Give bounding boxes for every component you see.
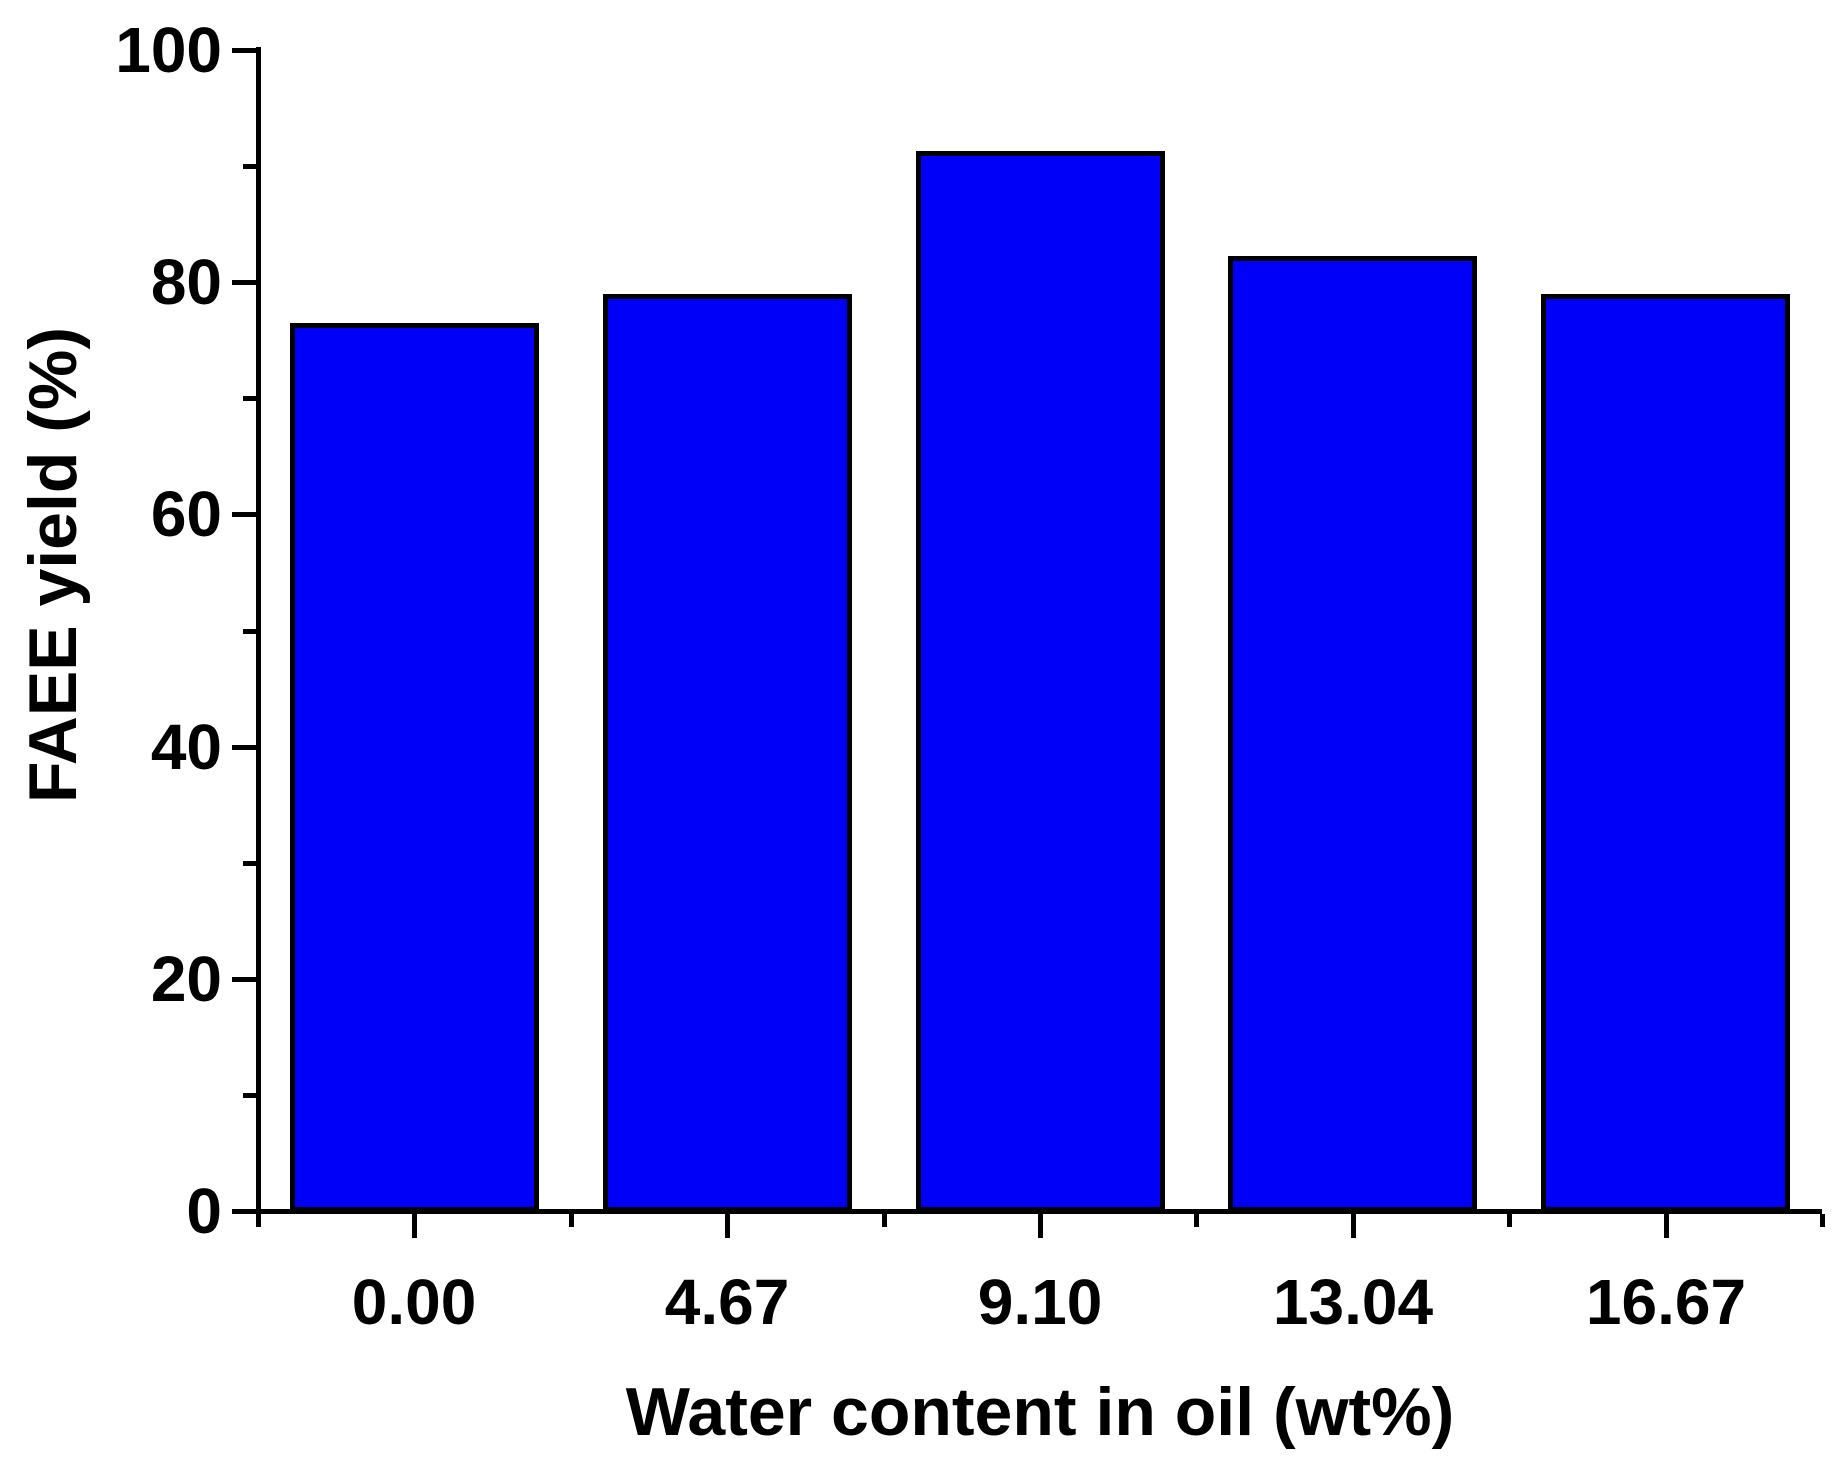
x-axis-line — [256, 1209, 1822, 1214]
x-minor-tick-3 — [1194, 1214, 1199, 1227]
y-major-tick-40 — [232, 745, 256, 750]
x-tick-label-9.10: 9.10 — [977, 1266, 1103, 1338]
x-major-tick-13.04 — [1351, 1214, 1356, 1238]
y-major-tick-60 — [232, 512, 256, 517]
x-tick-label-16.67: 16.67 — [1585, 1266, 1747, 1338]
y-major-tick-100 — [232, 48, 256, 53]
y-minor-tick-90 — [243, 164, 256, 169]
x-major-tick-9.10 — [1038, 1214, 1043, 1238]
y-tick-label-60: 60 — [150, 478, 222, 550]
y-tick-label-20: 20 — [150, 943, 222, 1015]
bar-13.04 — [1228, 256, 1477, 1212]
y-major-tick-0 — [232, 1209, 256, 1214]
bar-9.10 — [916, 151, 1165, 1212]
x-tick-label-0.00: 0.00 — [351, 1266, 477, 1338]
bar-4.67 — [603, 294, 852, 1212]
bar-0.00 — [290, 323, 539, 1212]
y-axis-line — [256, 47, 261, 1227]
x-major-tick-16.67 — [1664, 1214, 1669, 1238]
y-tick-label-100: 100 — [115, 14, 222, 86]
x-tick-label-4.67: 4.67 — [664, 1266, 790, 1338]
bar-16.67 — [1541, 294, 1790, 1212]
y-minor-tick-30 — [243, 861, 256, 866]
y-tick-label-0: 0 — [186, 1175, 222, 1247]
y-tick-label-40: 40 — [150, 711, 222, 783]
y-minor-tick-50 — [243, 629, 256, 634]
x-minor-tick-1 — [569, 1214, 574, 1227]
x-major-tick-0.00 — [412, 1214, 417, 1238]
x-axis-title: Water content in oil (wt%) — [625, 1374, 1455, 1450]
y-major-tick-20 — [232, 977, 256, 982]
x-minor-tick-0 — [256, 1214, 261, 1227]
x-minor-tick-2 — [882, 1214, 887, 1227]
x-major-tick-4.67 — [725, 1214, 730, 1238]
y-tick-label-80: 80 — [150, 246, 222, 318]
y-minor-tick-10 — [243, 1093, 256, 1098]
y-minor-tick-70 — [243, 396, 256, 401]
x-minor-tick-4 — [1507, 1214, 1512, 1227]
y-major-tick-80 — [232, 280, 256, 285]
x-minor-tick-5 — [1820, 1214, 1825, 1227]
x-tick-label-13.04: 13.04 — [1272, 1266, 1434, 1338]
